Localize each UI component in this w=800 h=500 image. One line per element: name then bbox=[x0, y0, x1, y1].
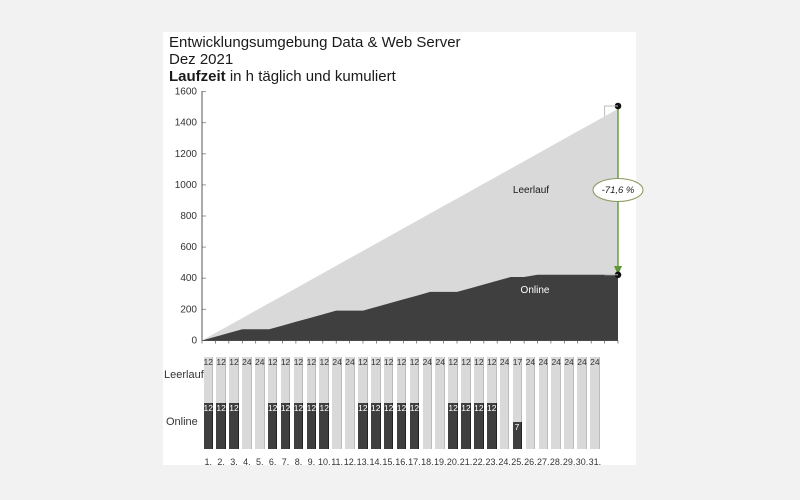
svg-text:1200: 1200 bbox=[175, 149, 198, 160]
svg-text:1000: 1000 bbox=[175, 180, 198, 191]
svg-text:800: 800 bbox=[180, 211, 197, 222]
svg-text:200: 200 bbox=[180, 304, 197, 315]
svg-text:0: 0 bbox=[191, 336, 197, 347]
svg-text:1400: 1400 bbox=[175, 118, 198, 129]
svg-text:-71,6 %: -71,6 % bbox=[602, 185, 635, 196]
svg-text:Online: Online bbox=[521, 285, 550, 296]
svg-text:400: 400 bbox=[180, 273, 197, 284]
svg-text:600: 600 bbox=[180, 242, 197, 253]
svg-text:1600: 1600 bbox=[175, 87, 198, 98]
svg-text:Leerlauf: Leerlauf bbox=[513, 185, 549, 196]
